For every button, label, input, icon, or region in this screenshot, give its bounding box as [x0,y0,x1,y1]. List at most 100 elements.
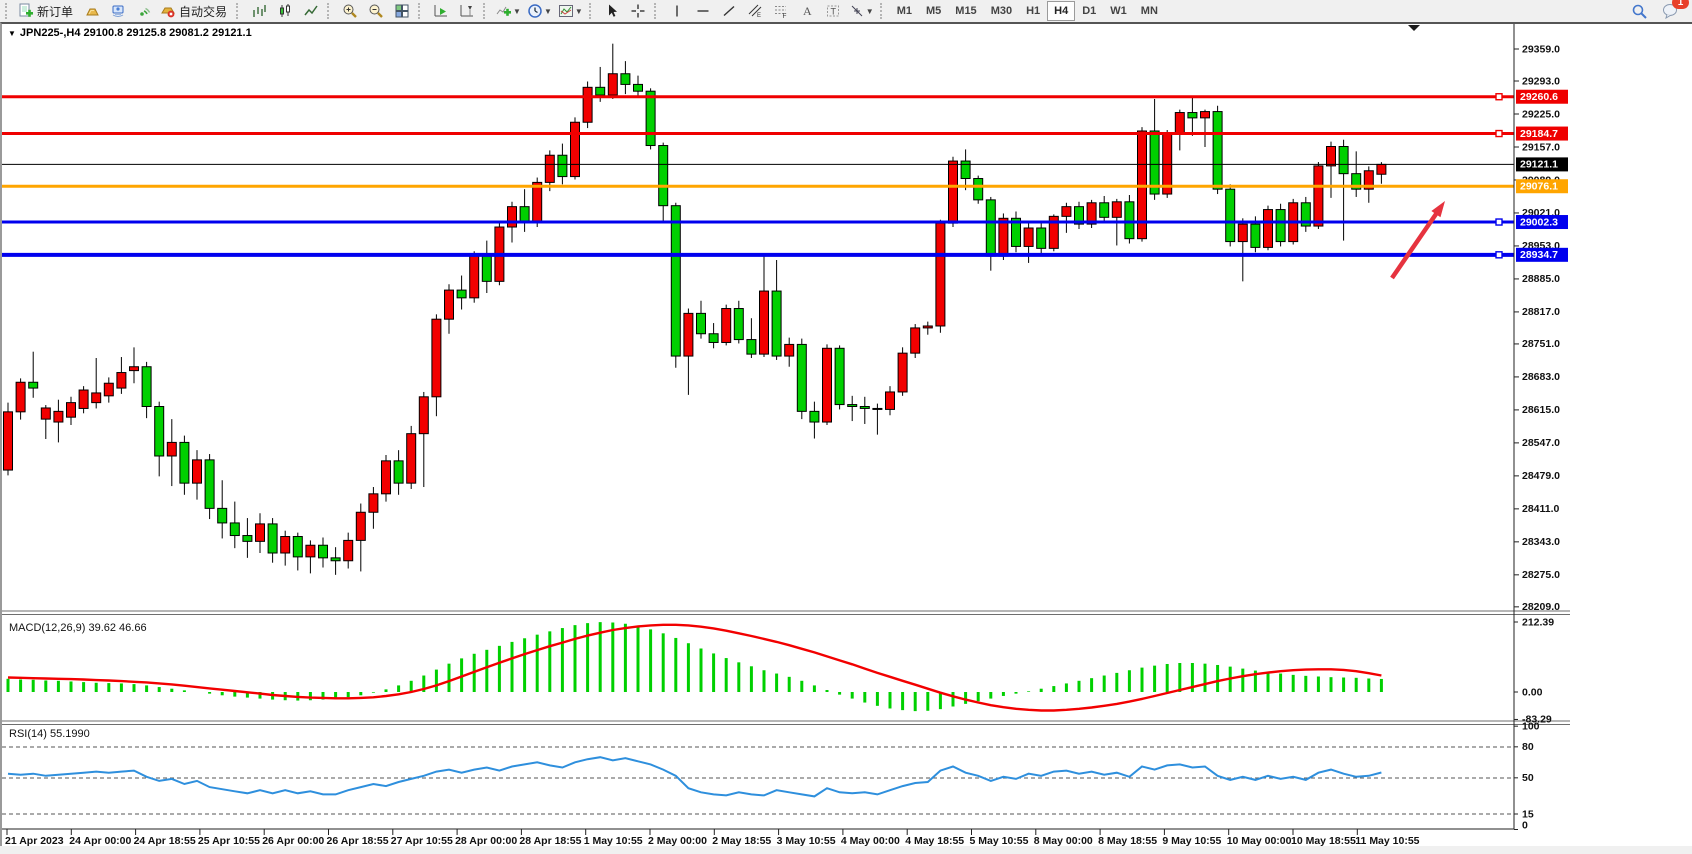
time-tick-label: 24 Apr 18:55 [134,835,196,847]
tf-button-m15[interactable]: M15 [955,5,977,17]
periods-button[interactable]: ▼ [524,0,555,22]
candle-down [481,255,492,282]
price-tick-label: 28683.0 [1522,371,1560,383]
price-tick-label: 29157.0 [1522,141,1560,153]
tf-button-m30[interactable]: M30 [990,5,1013,17]
vertical-line-button[interactable] [664,0,690,22]
candle-up [406,433,417,484]
candle-up [305,544,316,558]
candle-down [318,544,328,559]
hline-anchor[interactable] [1495,218,1503,226]
candle-up [1174,112,1185,134]
search-button[interactable] [1626,0,1652,22]
tf-button-h1[interactable]: H1 [1026,5,1041,17]
toolbar-grip[interactable] [327,3,333,19]
market-watch-button[interactable] [79,0,105,22]
fibonacci-button[interactable]: F [768,0,794,22]
new-order-button[interactable]: 新订单 [15,0,79,22]
toolbar-grip[interactable] [483,3,489,19]
time-tick-label: 27 Apr 10:55 [391,835,453,847]
toolbar-grip[interactable] [418,3,424,19]
vertical-line-icon [669,3,685,19]
rsi-label: RSI(14) 55.1990 [9,728,90,740]
svg-text:T: T [830,7,836,17]
zoom-out-button[interactable] [363,0,389,22]
toolbar-grip[interactable] [236,3,242,19]
rsi-tick-label: 15 [1522,808,1534,820]
hline-price-label-bg [1516,179,1568,194]
candle-down [645,90,656,147]
equidistant-channel-button[interactable]: E [742,0,768,22]
candlestick-chart-button[interactable] [272,0,298,22]
indicators-button[interactable]: ▼ [493,0,524,22]
price-tick-label: 29359.0 [1522,43,1560,55]
tf-button-d1[interactable]: D1 [1082,5,1097,17]
toolbar-grip[interactable] [879,3,886,19]
text-button[interactable]: A [794,0,820,22]
candle-down [217,507,228,524]
chart-shift-icon [459,3,475,19]
toolbar-grip[interactable] [653,3,660,19]
bar-chart-button[interactable] [246,0,272,22]
chart-shift-marker-icon[interactable] [1408,25,1420,31]
community-button[interactable] [105,0,131,22]
text-label-icon: T [825,3,841,19]
tf-button-h4[interactable]: H4 [1047,1,1076,21]
line-chart-icon [303,3,319,19]
candle-down [633,83,643,92]
templates-button[interactable]: ▼ [555,0,586,22]
candle-down [267,523,278,554]
candle-down [330,557,341,562]
svg-text:E: E [757,13,761,19]
cursor-button[interactable] [599,0,625,22]
arrow-annotation-head[interactable] [1431,201,1445,218]
hline-anchor[interactable] [1495,251,1503,259]
tf-button-w1[interactable]: W1 [1110,5,1127,17]
hline-anchor[interactable] [1495,129,1503,138]
candle-up [759,290,769,355]
candle-up [1363,170,1374,190]
bar-chart-icon [251,3,267,19]
tf-button-m5[interactable]: M5 [926,5,942,17]
time-tick-label: 2 May 18:55 [712,835,771,847]
candle-up [1086,202,1097,225]
auto-trading-button[interactable]: 自动交易 [157,0,233,22]
time-tick-label: 5 May 10:55 [970,835,1029,847]
chart-shift-button[interactable] [454,0,480,22]
candle-up [116,372,127,389]
notifications-button[interactable]: 1 [1658,0,1689,22]
svg-text:F: F [782,13,786,19]
candle-down [1187,112,1198,119]
time-tick-label: 10 May 18:55 [1291,835,1356,847]
toolbar-grip[interactable] [5,3,11,19]
price-tick-label: 28751.0 [1522,338,1560,350]
chart-dropdown-icon[interactable]: ▼ [8,28,16,38]
macd-tick-label: 212.39 [1522,616,1554,628]
price-chart[interactable]: 29359.029293.029225.029157.029089.029021… [2,24,1692,848]
cursor-icon [604,3,620,19]
trendline-button[interactable] [716,0,742,22]
arrow-annotation-shaft[interactable] [1390,209,1441,280]
signals-button[interactable] [131,0,157,22]
auto-scroll-button[interactable] [428,0,454,22]
hline-anchor[interactable] [1495,93,1503,101]
line-chart-button[interactable] [298,0,324,22]
tf-button-m1[interactable]: M1 [896,5,912,17]
tf-button-mn[interactable]: MN [1140,5,1158,17]
chevron-down-icon: ▼ [513,6,521,16]
time-tick-label: 9 May 10:55 [1162,835,1221,847]
time-tick-label: 28 Apr 00:00 [455,835,517,847]
horizontal-line-button[interactable] [690,0,716,22]
candle-down [746,339,757,355]
candle-up [444,289,454,320]
toolbar-grip[interactable] [588,3,595,19]
time-tick-label: 26 Apr 00:00 [262,835,324,847]
crosshair-button[interactable] [625,0,651,22]
zoom-in-button[interactable] [337,0,363,22]
text-label-button[interactable]: T [820,0,846,22]
candle-up [192,459,202,484]
arrows-button[interactable]: ▼ [846,0,877,22]
candle-up [129,366,139,372]
tile-windows-button[interactable] [389,0,415,22]
candle-down [847,404,858,408]
